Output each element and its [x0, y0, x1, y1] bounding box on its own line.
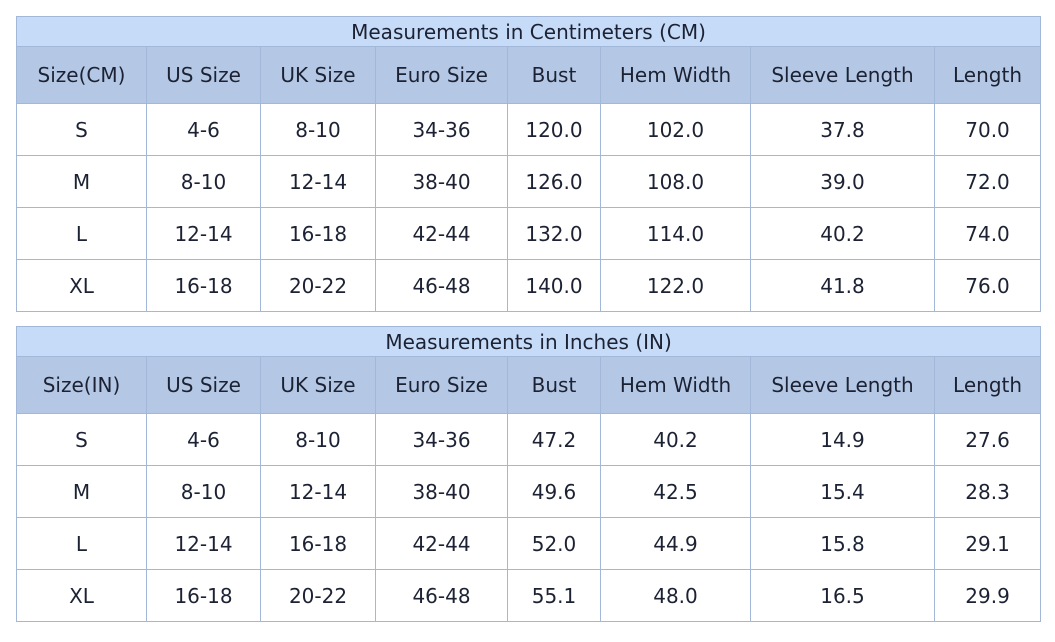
table-cell: 27.6 — [933, 413, 1042, 466]
table-cell: M — [16, 465, 147, 518]
table-cell: 47.2 — [507, 413, 601, 466]
column-header: Length — [933, 46, 1042, 104]
table-cell: 39.0 — [750, 155, 935, 208]
table-cell: 16.5 — [750, 569, 935, 622]
table-row: M 8-10 12-14 38-40 49.6 42.5 15.4 28.3 — [16, 465, 1042, 518]
table-row: M 8-10 12-14 38-40 126.0 108.0 39.0 72.0 — [16, 155, 1042, 208]
table-cell: S — [16, 103, 147, 156]
table-cell: S — [16, 413, 147, 466]
column-header: UK Size — [260, 356, 376, 414]
table-cell: 70.0 — [933, 103, 1042, 156]
table-cell: 16-18 — [260, 517, 376, 570]
table-cell: 4-6 — [146, 413, 261, 466]
column-header: Hem Width — [600, 356, 751, 414]
table-row: XL 16-18 20-22 46-48 140.0 122.0 41.8 76.0 — [16, 259, 1042, 312]
table-cell: 42.5 — [600, 465, 751, 518]
column-header: Size(CM) — [16, 46, 147, 104]
table-cell: 40.2 — [750, 207, 935, 260]
table-cell: 38-40 — [375, 465, 508, 518]
table-row: L 12-14 16-18 42-44 132.0 114.0 40.2 74.0 — [16, 207, 1042, 260]
column-header: US Size — [146, 356, 261, 414]
column-header: Euro Size — [375, 356, 508, 414]
table-cell: 55.1 — [507, 569, 601, 622]
table-cell: 74.0 — [933, 207, 1042, 260]
table-cell: 72.0 — [933, 155, 1042, 208]
table-cell: 126.0 — [507, 155, 601, 208]
table-title: Measurements in Inches (IN) — [15, 326, 1042, 357]
table-cell: 29.1 — [933, 517, 1042, 570]
table-cell: 14.9 — [750, 413, 935, 466]
table-cell: 20-22 — [260, 569, 376, 622]
table-cell: M — [16, 155, 147, 208]
column-header: Bust — [507, 46, 601, 104]
table-cell: 34-36 — [375, 103, 508, 156]
table-cell: 28.3 — [933, 465, 1042, 518]
table-cell: 41.8 — [750, 259, 935, 312]
table-cell: 122.0 — [600, 259, 751, 312]
column-header: Sleeve Length — [750, 46, 935, 104]
table-cell: 132.0 — [507, 207, 601, 260]
table-cell: 8-10 — [260, 413, 376, 466]
table-cell: L — [16, 517, 147, 570]
table-cell: 12-14 — [146, 517, 261, 570]
table-cell: 52.0 — [507, 517, 601, 570]
column-header: Hem Width — [600, 46, 751, 104]
table-cell: 46-48 — [375, 569, 508, 622]
table-cell: 8-10 — [146, 155, 261, 208]
table-cell: 37.8 — [750, 103, 935, 156]
header-row: Size(IN) US Size UK Size Euro Size Bust Hem W… — [16, 356, 1042, 414]
table-cell: 29.9 — [933, 569, 1042, 622]
column-header: Size(IN) — [16, 356, 147, 414]
table-cell: 16-18 — [146, 569, 261, 622]
table-cell: 4-6 — [146, 103, 261, 156]
table-cell: 38-40 — [375, 155, 508, 208]
table-row: XL 16-18 20-22 46-48 55.1 48.0 16.5 29.9 — [16, 569, 1042, 622]
table-cell: 34-36 — [375, 413, 508, 466]
table-cell: 16-18 — [260, 207, 376, 260]
header-row: Size(CM) US Size UK Size Euro Size Bust Hem W… — [16, 46, 1042, 104]
table-cell: 12-14 — [260, 155, 376, 208]
table-cell: 49.6 — [507, 465, 601, 518]
table-row: S 4-6 8-10 34-36 47.2 40.2 14.9 27.6 — [16, 413, 1042, 466]
column-header: Length — [933, 356, 1042, 414]
table-title: Measurements in Centimeters (CM) — [15, 16, 1042, 47]
cm-size-table: Measurements in Centimeters (CM) Size(CM… — [15, 16, 1042, 312]
table-cell: L — [16, 207, 147, 260]
table-row: L 12-14 16-18 42-44 52.0 44.9 15.8 29.1 — [16, 517, 1042, 570]
table-cell: 48.0 — [600, 569, 751, 622]
column-header: Euro Size — [375, 46, 508, 104]
column-header: Sleeve Length — [750, 356, 935, 414]
table-cell: 8-10 — [146, 465, 261, 518]
table-cell: XL — [16, 259, 147, 312]
table-cell: 20-22 — [260, 259, 376, 312]
table-cell: 44.9 — [600, 517, 751, 570]
table-cell: 15.8 — [750, 517, 935, 570]
table-cell: 120.0 — [507, 103, 601, 156]
table-cell: 42-44 — [375, 207, 508, 260]
table-cell: 40.2 — [600, 413, 751, 466]
table-cell: 46-48 — [375, 259, 508, 312]
table-cell: 8-10 — [260, 103, 376, 156]
inch-size-table: Measurements in Inches (IN) Size(IN) US S… — [15, 326, 1042, 622]
table-cell: 15.4 — [750, 465, 935, 518]
table-cell: XL — [16, 569, 147, 622]
table-cell: 12-14 — [146, 207, 261, 260]
column-header: UK Size — [260, 46, 376, 104]
column-header: Bust — [507, 356, 601, 414]
table-cell: 16-18 — [146, 259, 261, 312]
table-cell: 102.0 — [600, 103, 751, 156]
table-cell: 42-44 — [375, 517, 508, 570]
table-cell: 114.0 — [600, 207, 751, 260]
table-cell: 76.0 — [933, 259, 1042, 312]
column-header: US Size — [146, 46, 261, 104]
table-cell: 140.0 — [507, 259, 601, 312]
table-cell: 108.0 — [600, 155, 751, 208]
table-cell: 12-14 — [260, 465, 376, 518]
table-row: S 4-6 8-10 34-36 120.0 102.0 37.8 70.0 — [16, 103, 1042, 156]
